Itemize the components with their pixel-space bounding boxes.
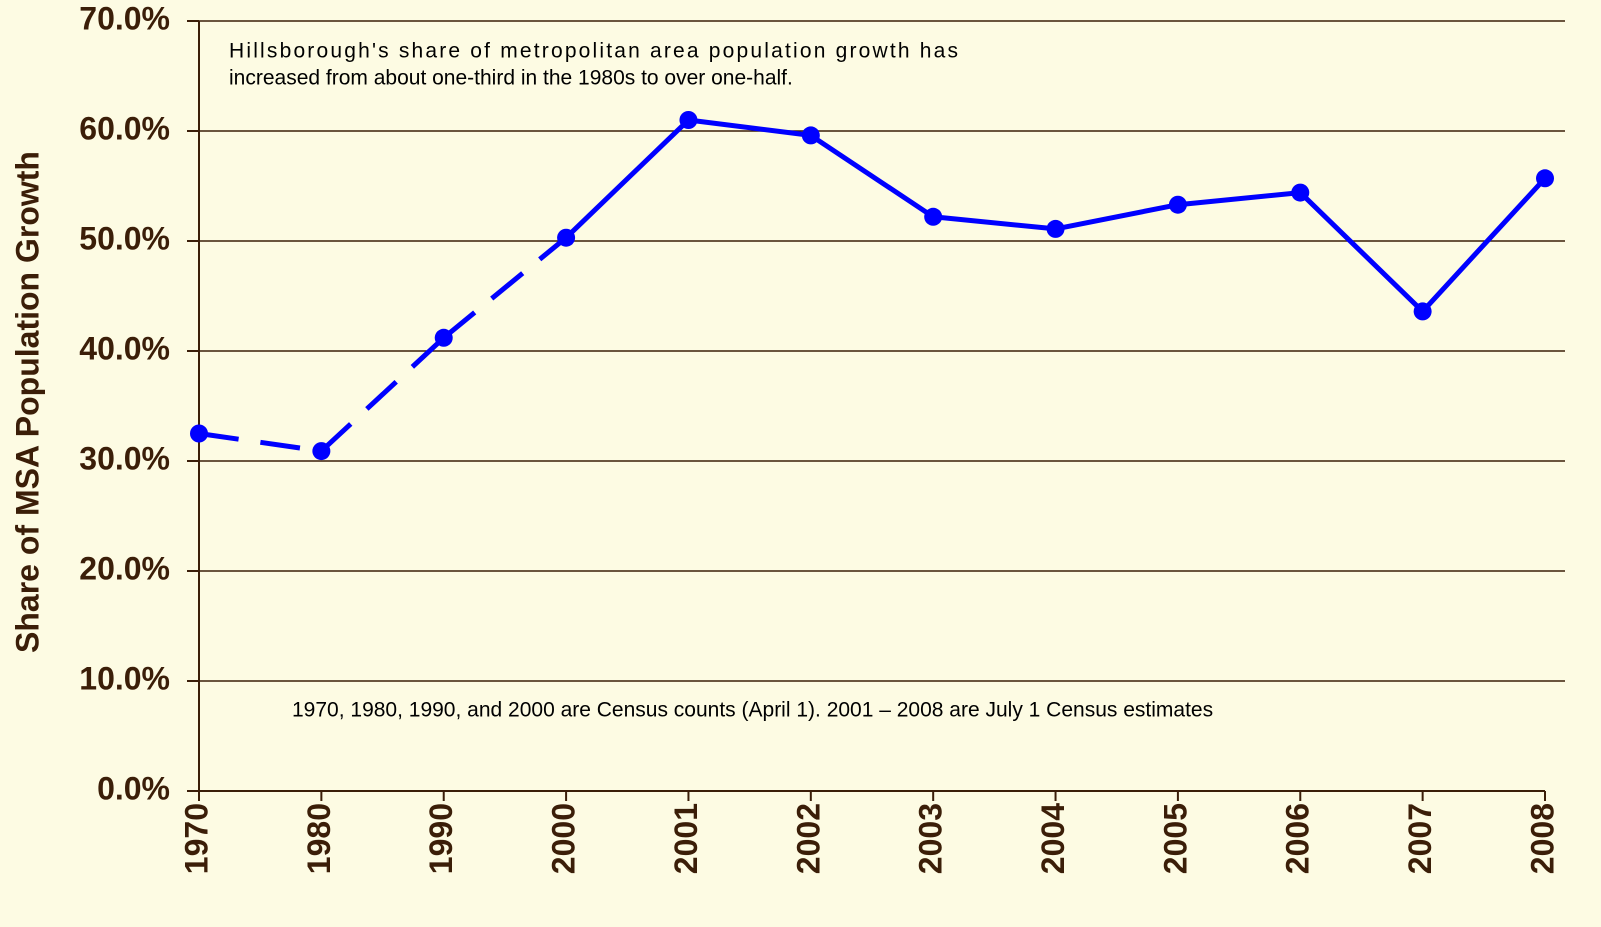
y-tick-label: 40.0% xyxy=(79,330,170,366)
line-segment xyxy=(1420,176,1547,314)
y-tick-label: 50.0% xyxy=(79,220,170,256)
line-segment xyxy=(809,133,935,219)
point xyxy=(434,328,453,347)
point xyxy=(1291,183,1310,202)
point xyxy=(1168,195,1187,214)
annotation: Hillsborough's share of metropolitan are… xyxy=(229,40,958,63)
point xyxy=(190,424,208,443)
line-segment xyxy=(932,214,1056,232)
y-tick-label: 30.0% xyxy=(79,440,170,476)
x-tick-label: 2008 xyxy=(1524,803,1560,874)
x-tick-label: 2007 xyxy=(1402,803,1438,874)
point xyxy=(312,442,331,461)
line-segment xyxy=(1298,190,1425,314)
x-tick-label: 2002 xyxy=(790,803,826,874)
line-segment xyxy=(688,117,812,138)
line-segment xyxy=(1177,190,1301,208)
line-segment xyxy=(1055,202,1179,232)
point xyxy=(1413,302,1432,321)
x-tick-label: 2003 xyxy=(913,803,949,874)
point xyxy=(557,228,576,247)
point xyxy=(679,111,698,129)
x-tick-label: 2004 xyxy=(1035,803,1071,874)
point xyxy=(1046,219,1065,238)
point xyxy=(1536,169,1554,188)
point xyxy=(801,126,820,145)
line-segment xyxy=(442,235,568,340)
point xyxy=(924,207,943,226)
y-tick-label: 20.0% xyxy=(79,550,170,586)
x-tick-label: 1990 xyxy=(423,803,459,874)
x-tick-label: 2005 xyxy=(1157,803,1193,874)
annotation: 1970, 1980, 1990, and 2000 are Census co… xyxy=(292,699,1213,722)
y-tick-label: 70.0% xyxy=(79,0,170,36)
y-axis-title: Share of MSA Population Growth xyxy=(9,151,45,653)
x-tick-label: 2006 xyxy=(1280,803,1316,874)
line-segment xyxy=(198,431,322,454)
x-tick-label: 2001 xyxy=(668,803,704,874)
y-tick-label: 10.0% xyxy=(79,660,170,696)
annotation: increased from about one-third in the 19… xyxy=(229,67,793,90)
y-tick-label: 60.0% xyxy=(79,110,170,146)
y-tick-label: 0.0% xyxy=(97,770,170,806)
line-segment xyxy=(319,335,446,453)
x-tick-label: 1980 xyxy=(301,803,337,874)
x-tick-label: 1970 xyxy=(178,803,214,874)
line-segment xyxy=(564,118,691,240)
x-tick-label: 2000 xyxy=(546,803,582,874)
